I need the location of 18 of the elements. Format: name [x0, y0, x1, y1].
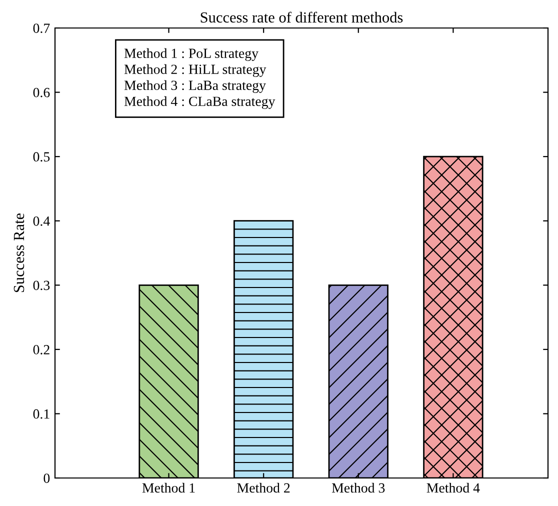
x-tick-label: Method 2 — [237, 482, 290, 493]
y-tick-label: 0.3 — [33, 280, 50, 290]
y-tick-label: 0.1 — [33, 409, 50, 419]
y-tick-label: 0.4 — [33, 216, 50, 226]
y-tick-label: 0.6 — [33, 88, 50, 98]
annotation: Method 2 : HiLL strategy — [124, 64, 266, 77]
x-tick-label: Method 4 — [426, 482, 480, 493]
y-tick-label: 0.2 — [33, 345, 50, 354]
y-tick-label: 0 — [44, 474, 50, 483]
x-tick-label: Method 3 — [332, 482, 385, 493]
annotation: Method 1 : PoL strategy — [124, 48, 258, 61]
annotation: Method 4 : CLaBa strategy — [124, 96, 276, 109]
y-tick-label: 0.5 — [33, 152, 50, 162]
chart-title: Success rate of different methods — [200, 12, 403, 23]
y-axis-title: Success Rate — [14, 213, 24, 292]
x-tick-label: Method 1 — [142, 482, 195, 493]
annotation: Method 3 : LaBa strategy — [124, 80, 266, 93]
y-tick-label: 0.7 — [33, 24, 50, 34]
